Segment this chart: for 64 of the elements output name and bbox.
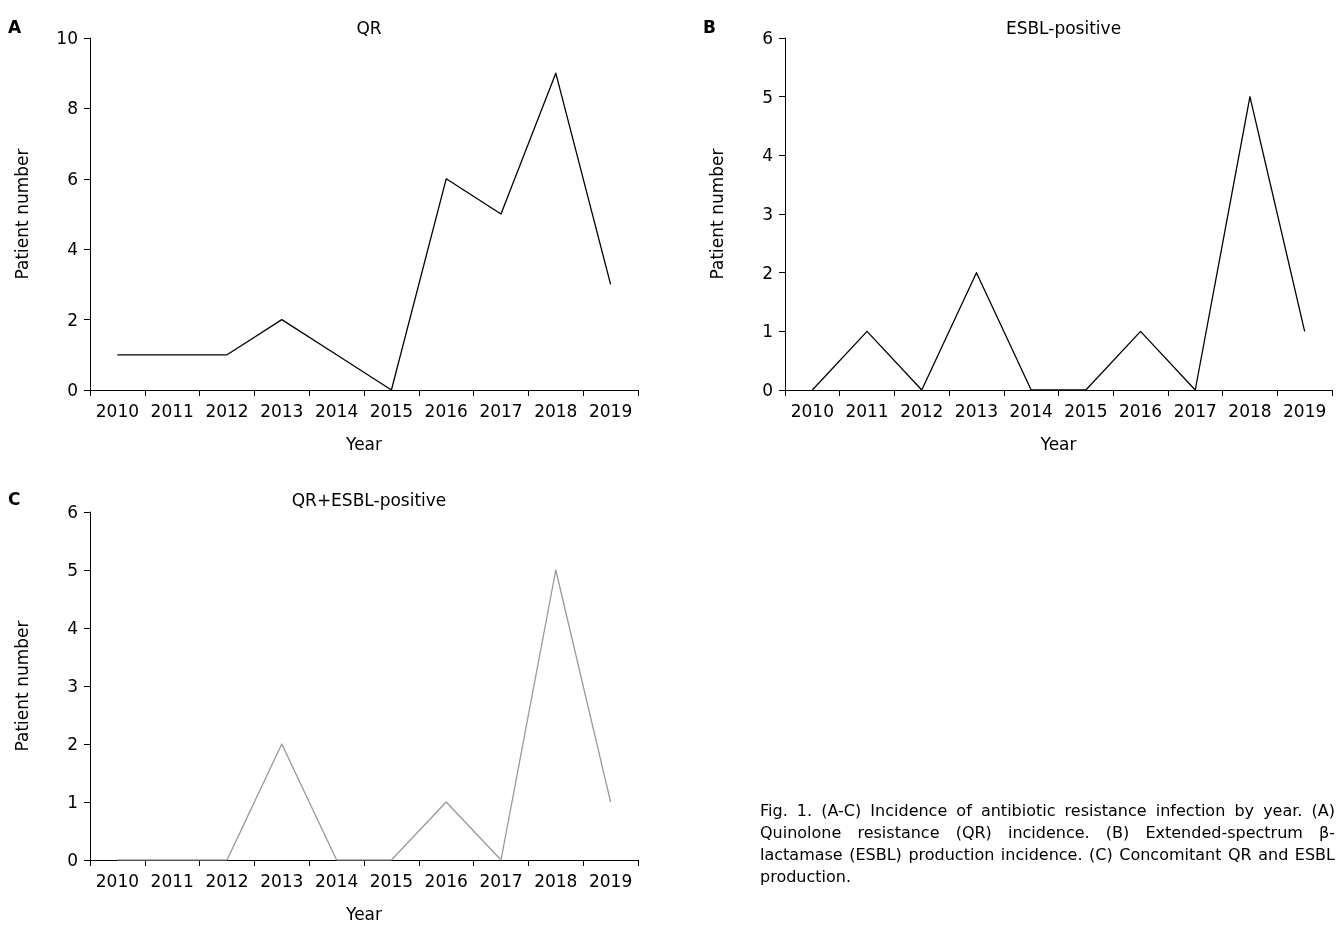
chart-title: ESBL-positive	[1005, 17, 1122, 38]
x-tick-label: 2014	[1009, 400, 1053, 421]
y-tick-label: 4	[67, 239, 78, 260]
x-tick-label: 2018	[534, 400, 578, 421]
x-tick-label: 2016	[424, 870, 468, 891]
text: B	[703, 16, 716, 37]
x-tick-label: 2019	[1283, 400, 1327, 421]
text: C	[8, 488, 21, 509]
y-tick-label: 1	[67, 792, 78, 812]
x-tick-label: 2011	[150, 870, 194, 891]
y-axis-title: Patient number	[706, 148, 727, 280]
x-axis-title: Year	[345, 903, 382, 924]
line-series	[116, 569, 612, 861]
x-tick-label: 2014	[314, 870, 359, 891]
x-axis-title: Year	[345, 433, 382, 454]
x-tick-label: 2011	[150, 400, 194, 421]
x-tick-label: 2010	[95, 400, 140, 421]
y-tick-label: 5	[67, 560, 78, 580]
x-axis-title: Year	[1039, 433, 1077, 454]
x-tick-label: 2019	[588, 870, 633, 891]
text: A	[8, 16, 22, 37]
y-tick-label: 2	[762, 262, 773, 283]
y-tick-label: 5	[762, 86, 773, 107]
y-tick-label: 6	[67, 168, 78, 189]
y-tick-label: 0	[762, 380, 773, 400]
x-tick-label: 2017	[479, 870, 523, 891]
x-tick-label: 2019	[588, 400, 633, 421]
x-tick-label: 2016	[424, 400, 468, 421]
x-tick-label: 2014	[314, 400, 359, 421]
y-tick-label: 10	[56, 28, 78, 48]
x-tick-label: 2012	[205, 870, 249, 891]
x-tick-label: 2015	[369, 870, 414, 891]
chart-title: QR	[356, 17, 382, 38]
x-tick-label: 2013	[260, 870, 304, 891]
y-tick-label: 0	[67, 380, 78, 400]
y-tick-label: 1	[762, 321, 773, 342]
y-tick-label: 2	[67, 734, 78, 754]
y-tick-label: 3	[762, 204, 773, 224]
y-tick-label: 3	[67, 676, 78, 696]
x-tick-label: 2010	[95, 870, 140, 891]
y-axis-title: Patient number	[11, 620, 32, 752]
y-tick-label: 4	[762, 145, 773, 166]
chart-title: QR+ESBL-positive	[291, 489, 447, 510]
x-tick-label: 2013	[260, 400, 304, 421]
y-tick-label: 8	[67, 98, 78, 119]
x-tick-label: 2015	[369, 400, 414, 421]
x-tick-label: 2013	[954, 400, 999, 421]
caption: Fig. 1. (A-C) Incidence of antibiotic resistance infection by year. (A) Quinolone resistance (QR) incidence. (B) Extended-spectrum β-lactamase (ESBL) production incidence. (C) Concomitant QR and ESBL production.	[760, 800, 1335, 888]
x-tick-label: 2018	[1228, 400, 1272, 421]
x-tick-label: 2018	[534, 870, 578, 891]
y-tick-label: 0	[67, 850, 78, 870]
x-tick-label: 2017	[479, 400, 523, 421]
y-tick-label: 4	[67, 618, 78, 638]
x-tick-label: 2010	[790, 400, 834, 421]
x-tick-label: 2011	[845, 400, 889, 421]
x-tick-label: 2012	[900, 400, 944, 421]
x-tick-label: 2015	[1064, 400, 1108, 421]
x-tick-label: 2016	[1118, 400, 1163, 421]
x-tick-label: 2012	[205, 400, 249, 421]
y-axis-title: Patient number	[11, 148, 32, 280]
y-tick-label: 2	[67, 309, 78, 330]
y-tick-label: 6	[67, 502, 78, 522]
x-tick-label: 2017	[1173, 400, 1217, 421]
y-tick-label: 6	[762, 28, 773, 48]
